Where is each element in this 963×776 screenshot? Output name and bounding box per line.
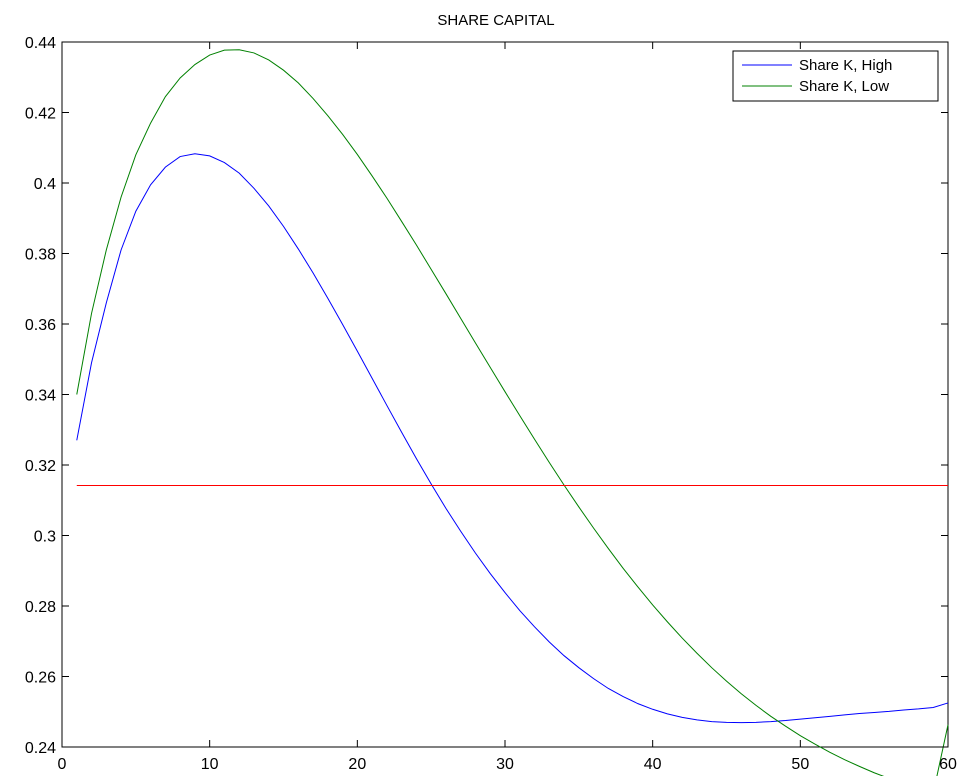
legend: Share K, High Share K, Low xyxy=(732,50,939,102)
x-tick-label: 40 xyxy=(644,756,662,773)
series-layer xyxy=(76,49,949,776)
x-tick-label: 50 xyxy=(791,756,809,773)
y-tick-label: 0.28 xyxy=(25,599,56,616)
y-tick-label: 0.42 xyxy=(25,106,56,123)
y-tick-label: 0.26 xyxy=(25,670,56,687)
x-tick-label: 60 xyxy=(939,756,957,773)
y-tick-label: 0.44 xyxy=(25,35,56,52)
y-tick-label: 0.34 xyxy=(25,388,56,405)
legend-label: Share K, Low xyxy=(799,78,889,95)
y-tick-label: 0.4 xyxy=(34,176,56,193)
tick-layer: 0 10 20 30 40 50 60 0.24 0.26 0.28 0.3 0.32 0.34 0.36… xyxy=(25,35,957,773)
y-tick-label: 0.24 xyxy=(25,740,56,757)
y-tick-label: 0.38 xyxy=(25,247,56,264)
y-tick-label: 0.36 xyxy=(25,317,56,334)
series-line-1 xyxy=(76,49,949,776)
x-tick-label: 0 xyxy=(58,756,67,773)
chart-title: SHARE CAPITAL xyxy=(437,12,554,29)
series-line-0 xyxy=(76,153,949,724)
y-tick-label: 0.3 xyxy=(34,529,56,546)
legend-label: Share K, High xyxy=(799,57,892,74)
x-tick-label: 30 xyxy=(496,756,514,773)
x-tick-label: 20 xyxy=(348,756,366,773)
x-tick-label: 10 xyxy=(201,756,219,773)
plot-area xyxy=(61,41,949,748)
y-tick-label: 0.32 xyxy=(25,458,56,475)
legend-box xyxy=(732,50,939,102)
